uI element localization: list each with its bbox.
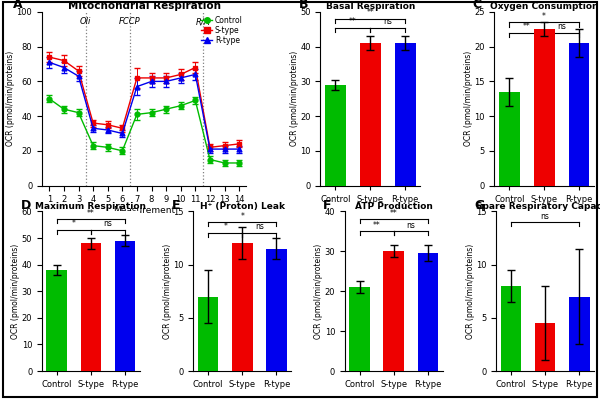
Text: **: ** [373,221,380,230]
Bar [80,243,101,371]
Title: Spare Respiratory Capacity: Spare Respiratory Capacity [476,201,600,211]
Bar [499,92,520,186]
Bar [46,270,67,371]
Text: *: * [542,12,546,21]
Y-axis label: OCR (pmol/min/proteins): OCR (pmol/min/proteins) [314,244,323,339]
Text: ns: ns [406,221,415,230]
Text: **: ** [367,8,374,17]
Title: H⁺ (Proton) Leak: H⁺ (Proton) Leak [200,201,285,211]
Title: Non-Mitochondrial
Oxygen Consumption: Non-Mitochondrial Oxygen Consumption [490,0,598,11]
Text: G: G [475,199,485,212]
Text: **: ** [87,209,95,218]
Y-axis label: OCR (pmol/min/proteins): OCR (pmol/min/proteins) [6,51,15,146]
Bar [501,286,521,371]
Text: ns: ns [103,219,112,229]
Text: E: E [172,199,181,212]
Y-axis label: OCR (pmol/min/proteins): OCR (pmol/min/proteins) [11,244,20,339]
Text: ns: ns [255,222,264,231]
Bar [569,296,590,371]
Text: *: * [241,211,244,221]
Title: Basal Respiration: Basal Respiration [326,2,415,11]
Text: FCCP: FCCP [119,17,140,26]
Bar [232,243,253,371]
Y-axis label: OCR (pmol/min/proteins): OCR (pmol/min/proteins) [163,244,172,339]
Bar [115,241,135,371]
Bar [266,249,287,371]
Text: Oli: Oli [80,17,91,26]
Text: ns: ns [557,22,566,31]
Text: D: D [20,199,31,212]
Text: **: ** [523,22,530,31]
Bar [383,251,404,371]
Text: ns: ns [541,211,550,221]
Text: A: A [13,0,23,11]
Text: *: * [72,219,76,229]
Text: F: F [323,199,332,212]
Title: ATP Production: ATP Production [355,201,433,211]
Text: **: ** [349,17,357,26]
Title: Mitochondrial Respiration: Mitochondrial Respiration [68,1,221,11]
Bar [395,43,416,186]
Bar [535,323,556,371]
Bar [418,253,438,371]
Text: C: C [472,0,481,11]
Y-axis label: OCR (pmol/min/proteins): OCR (pmol/min/proteins) [466,244,475,339]
Text: **: ** [390,209,398,218]
Text: R/A: R/A [196,17,210,26]
X-axis label: Measurement: Measurement [113,205,175,215]
Text: *: * [223,222,227,231]
Bar [569,43,589,186]
Y-axis label: OCR (pmol/min/proteins): OCR (pmol/min/proteins) [464,51,473,146]
Bar [349,287,370,371]
Title: Maximum Respiration: Maximum Respiration [35,201,146,211]
Bar [533,30,554,186]
Bar [198,296,218,371]
Text: B: B [299,0,308,11]
Y-axis label: OCR (pmol/min/proteins): OCR (pmol/min/proteins) [290,51,299,146]
Bar [360,43,381,186]
Text: ns: ns [383,17,392,26]
Legend: Control, S-type, R-type: Control, S-type, R-type [201,16,242,45]
Bar [325,85,346,186]
